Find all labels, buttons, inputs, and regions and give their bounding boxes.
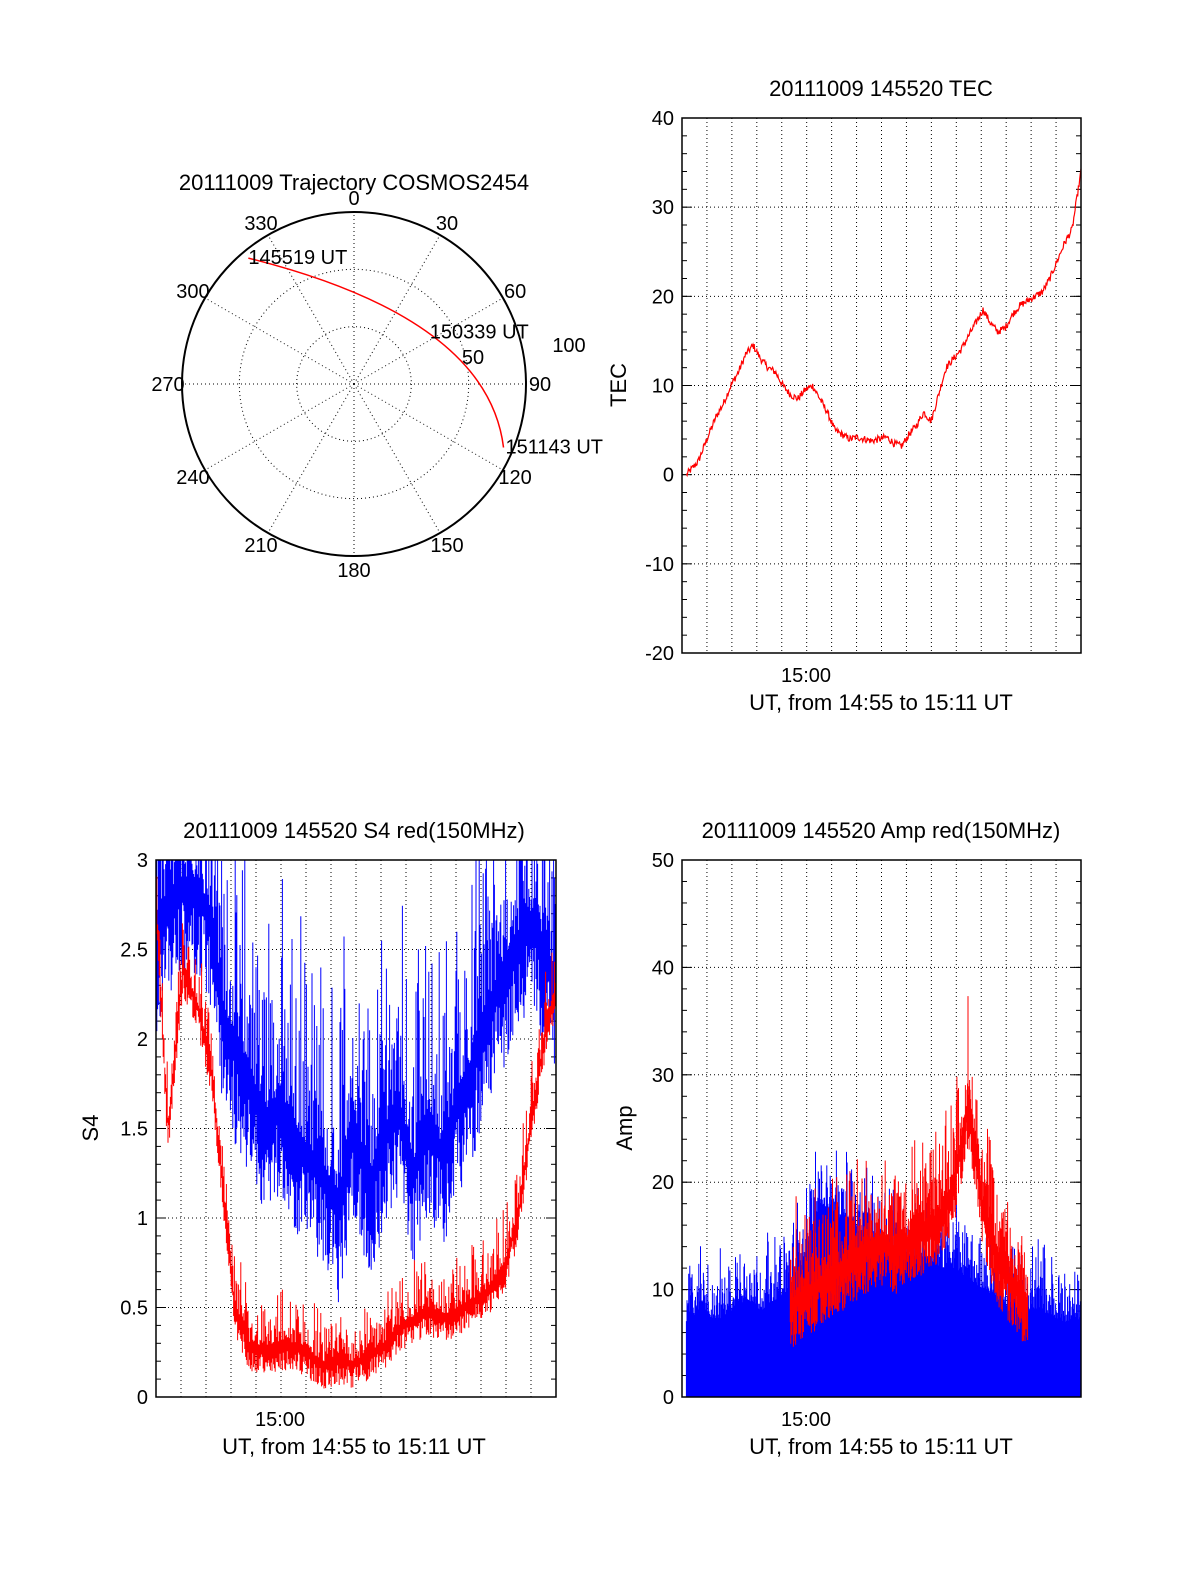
polar-angle-label: 180 xyxy=(337,560,370,582)
y-tick-label: -20 xyxy=(645,643,674,665)
y-tick-label: 0 xyxy=(137,1387,148,1409)
polar-angle-label: 60 xyxy=(504,281,526,303)
polar-grid-spoke xyxy=(353,234,441,385)
polar-outer-circle xyxy=(181,211,527,557)
polar-angle-label: 30 xyxy=(436,213,458,235)
polar-angle-label: 330 xyxy=(244,213,277,235)
tec-y-axis-label: TEC xyxy=(606,363,631,407)
amp-y-tick-labels: 0 10 20 30 40 50 xyxy=(652,850,674,1409)
y-tick-label: 3 xyxy=(137,850,148,872)
tec-chart: 20111009 145520 TEC -20 -10 0 10 20 30 40 15:0… xyxy=(606,76,1082,715)
polar-angle-label: 210 xyxy=(244,535,277,557)
polar-trajectory-chart: 20111009 Trajectory COSMOS2454 0 30 60 90 12… xyxy=(151,170,603,582)
tec-plot-frame xyxy=(681,117,1082,654)
amp-red-spikes xyxy=(789,996,1029,1347)
polar-angle-label: 240 xyxy=(176,467,209,489)
s4-plot-frame xyxy=(155,859,557,1398)
y-tick-label: 40 xyxy=(652,108,674,130)
polar-chart-title: 20111009 Trajectory COSMOS2454 xyxy=(179,170,529,195)
tec-series-line xyxy=(685,168,1082,478)
polar-grid-spoke xyxy=(353,383,441,534)
tec-x-tick-label: 15:00 xyxy=(781,665,831,687)
y-tick-label: -10 xyxy=(645,554,674,576)
amp-chart: 20111009 145520 Amp red(150MHz) 0 10 20 30 4… xyxy=(612,818,1082,1459)
amp-plot-frame xyxy=(681,859,1082,1398)
polar-angle-label: 270 xyxy=(151,374,184,396)
polar-radius-label: 50 xyxy=(462,347,484,369)
amp-red-series xyxy=(789,996,1029,1347)
track-end-label: 151143 UT xyxy=(506,436,603,458)
y-tick-label: 10 xyxy=(652,1280,674,1302)
track-start-label: 145519 UT xyxy=(248,247,347,269)
y-tick-label: 20 xyxy=(652,286,674,308)
tec-grid xyxy=(682,117,1081,654)
track-mid-label: 150339 UT xyxy=(430,321,529,343)
polar-angle-labels: 0 30 60 90 120 150 180 210 240 270 300 330 xyxy=(151,188,551,582)
polar-angle-label: 150 xyxy=(430,535,463,557)
y-tick-label: 1.5 xyxy=(120,1119,148,1141)
polar-grid-spoke xyxy=(204,383,355,471)
polar-grid-circle xyxy=(296,326,412,442)
s4-x-tick-label: 15:00 xyxy=(255,1409,305,1431)
y-tick-label: 30 xyxy=(652,197,674,219)
polar-grid xyxy=(182,212,526,556)
polar-grid-spoke xyxy=(353,383,504,471)
y-tick-label: 2.5 xyxy=(120,940,148,962)
polar-grid-spoke xyxy=(204,297,355,385)
polar-radius-label: 100 xyxy=(552,335,585,357)
amp-chart-title: 20111009 145520 Amp red(150MHz) xyxy=(702,818,1061,843)
s4-blue-series xyxy=(155,860,557,1303)
s4-x-axis-label: UT, from 14:55 to 15:11 UT xyxy=(222,1434,486,1459)
y-tick-label: 10 xyxy=(652,376,674,398)
s4-chart: 20111009 145520 S4 red(150MHz) 0 0.5 1 1.5 2… xyxy=(78,818,557,1459)
tec-x-axis-label: UT, from 14:55 to 15:11 UT xyxy=(749,690,1013,715)
polar-angle-label: 90 xyxy=(529,374,551,396)
s4-chart-title: 20111009 145520 S4 red(150MHz) xyxy=(183,818,525,843)
tec-y-tick-labels: -20 -10 0 10 20 30 40 xyxy=(645,108,674,665)
tec-chart-title: 20111009 145520 TEC xyxy=(769,76,993,101)
polar-angle-label: 0 xyxy=(348,188,359,210)
y-tick-label: 30 xyxy=(652,1065,674,1087)
s4-y-axis-label: S4 xyxy=(78,1115,103,1142)
amp-y-axis-label: Amp xyxy=(612,1105,637,1150)
y-tick-label: 50 xyxy=(652,850,674,872)
polar-grid-spoke xyxy=(267,383,355,534)
satellite-track xyxy=(248,257,505,448)
y-tick-label: 1 xyxy=(137,1208,148,1230)
polar-angle-label: 300 xyxy=(176,281,209,303)
y-tick-label: 20 xyxy=(652,1172,674,1194)
s4-blue-spikes xyxy=(155,860,557,1303)
y-tick-label: 0 xyxy=(663,1387,674,1409)
y-tick-label: 2 xyxy=(137,1029,148,1051)
polar-angle-label: 120 xyxy=(498,467,531,489)
polar-grid-spoke xyxy=(267,234,355,385)
polar-radius-labels: 50 100 xyxy=(462,335,586,369)
polar-grid-spoke xyxy=(353,297,504,385)
amp-x-tick-label: 15:00 xyxy=(781,1409,831,1431)
y-tick-label: 40 xyxy=(652,957,674,979)
amp-x-axis-label: UT, from 14:55 to 15:11 UT xyxy=(749,1434,1013,1459)
y-tick-label: 0 xyxy=(663,465,674,487)
y-tick-label: 0.5 xyxy=(120,1298,148,1320)
s4-y-tick-labels: 0 0.5 1 1.5 2 2.5 3 xyxy=(120,850,148,1409)
